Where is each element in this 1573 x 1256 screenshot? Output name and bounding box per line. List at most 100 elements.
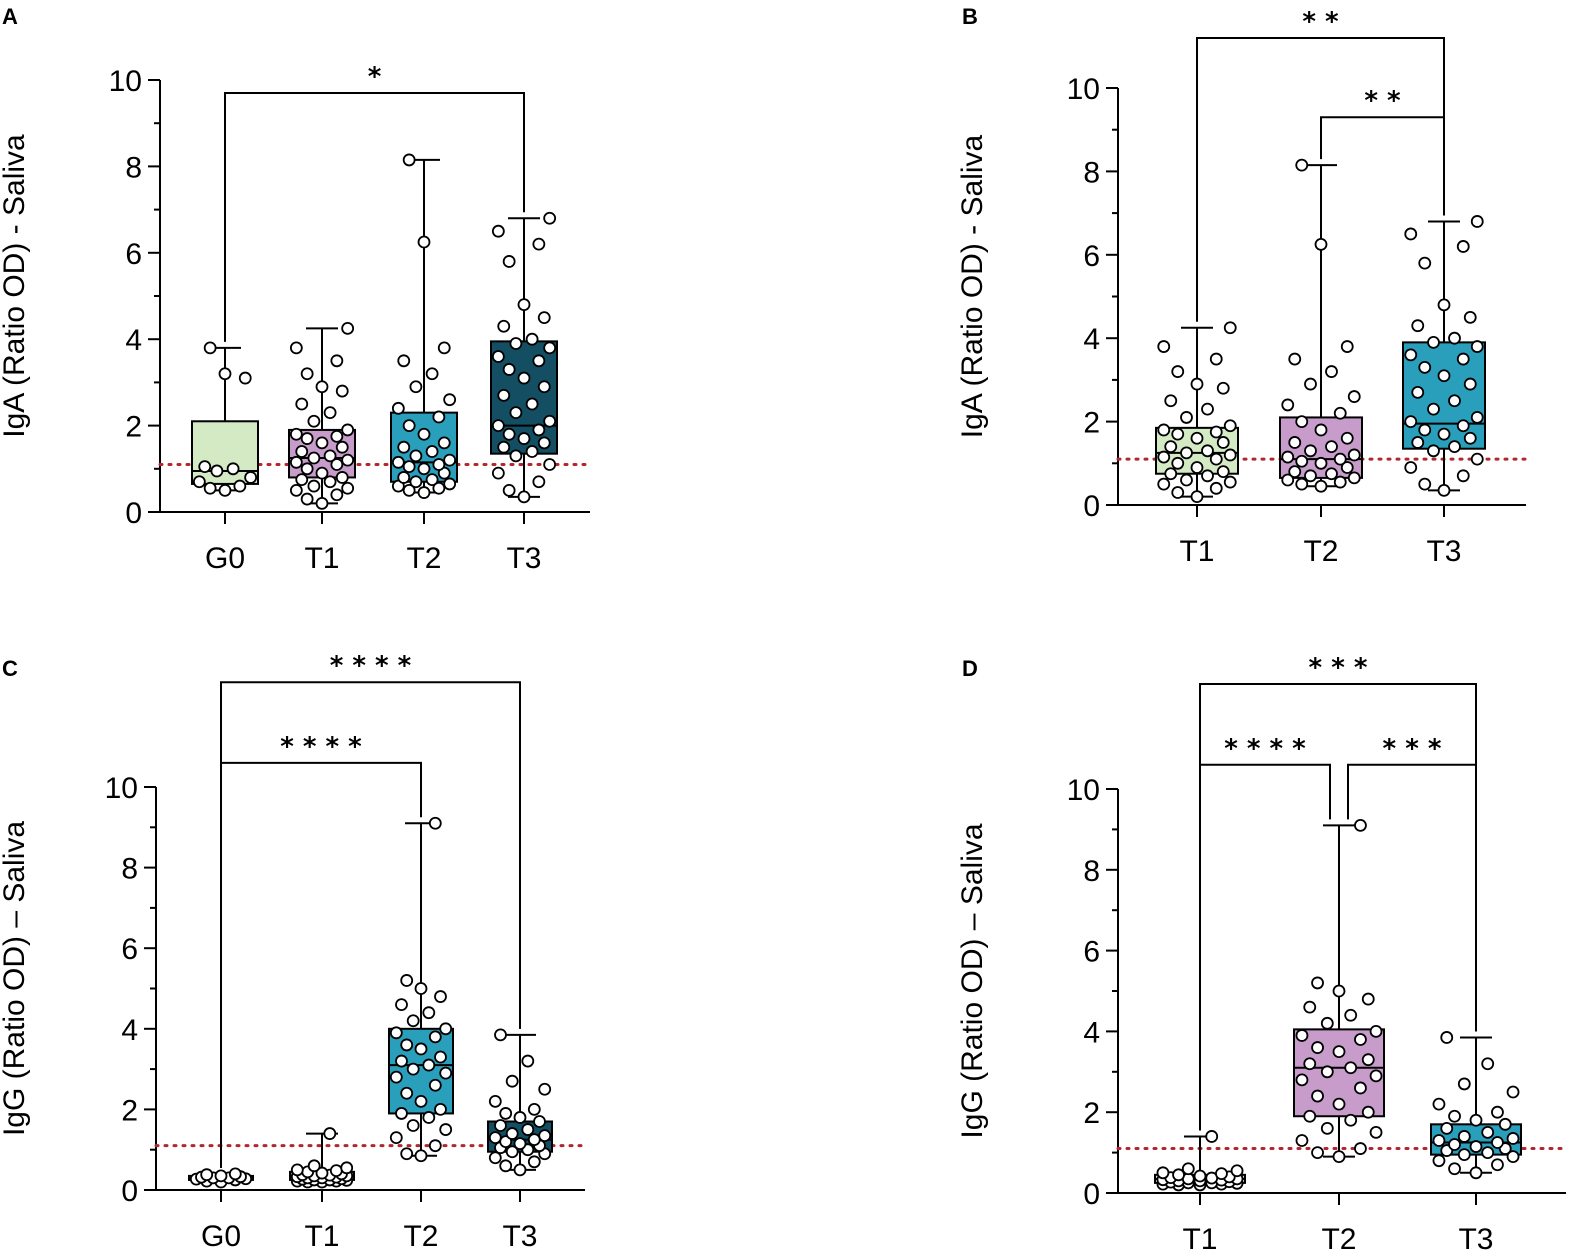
data-point	[307, 479, 321, 493]
data-point	[1180, 446, 1193, 460]
data-point	[1427, 335, 1440, 349]
data-point	[1456, 469, 1470, 483]
data-point	[406, 1119, 420, 1132]
data-point	[226, 462, 240, 476]
y-tick-label: 4	[125, 324, 142, 357]
data-point	[502, 255, 516, 268]
data-point	[1311, 1041, 1324, 1054]
data-point	[300, 367, 314, 381]
significance-bracket	[220, 761, 422, 1168]
significance-bracket	[224, 91, 525, 342]
data-point	[1295, 477, 1309, 491]
data-point	[218, 367, 232, 381]
data-point	[1491, 1105, 1504, 1119]
data-point	[1172, 1168, 1185, 1182]
panel-d: D IgG (Ratio OD) – Saliva 0 2 4 6 8 10 T1 T2 T3 * *…	[956, 653, 1568, 1256]
data-point	[428, 1030, 442, 1044]
data-point	[1314, 423, 1328, 437]
data-point	[491, 350, 505, 363]
data-point	[532, 354, 546, 368]
data-point	[1193, 1169, 1207, 1183]
data-point	[295, 473, 309, 487]
data-point	[488, 1094, 502, 1108]
data-point	[497, 319, 511, 333]
data-point	[1333, 406, 1347, 420]
data-point	[1304, 469, 1317, 483]
data-point	[1404, 461, 1418, 474]
data-point	[1432, 1154, 1446, 1168]
data-point	[1470, 340, 1484, 353]
data-point	[238, 371, 252, 385]
data-point	[315, 466, 329, 480]
data-point	[1456, 240, 1470, 253]
data-point	[1288, 352, 1302, 366]
y-tick-label: 2	[121, 1094, 138, 1127]
data-point	[437, 341, 451, 355]
significance-stars: * * * *	[280, 732, 362, 762]
data-point	[532, 475, 546, 489]
panel-letter: A	[2, 4, 18, 29]
y-tick-label: 0	[1083, 490, 1100, 523]
data-point	[499, 1107, 513, 1120]
data-point	[502, 483, 516, 497]
data-point	[1340, 431, 1354, 445]
data-point	[488, 1151, 502, 1165]
data-point	[517, 371, 531, 385]
data-point	[1440, 1031, 1454, 1044]
data-point	[340, 1161, 354, 1175]
data-point	[1223, 321, 1237, 335]
data-point	[1180, 411, 1193, 424]
data-point	[439, 1123, 453, 1136]
data-point	[1190, 377, 1204, 391]
data-point	[409, 449, 423, 463]
data-point	[521, 1054, 535, 1068]
data-point	[497, 440, 511, 454]
data-point	[1216, 465, 1230, 479]
data-point	[400, 1086, 414, 1100]
data-point	[1404, 348, 1418, 362]
data-point	[1340, 340, 1354, 353]
data-point	[1437, 427, 1451, 441]
data-point	[414, 1094, 428, 1108]
data-point	[402, 483, 416, 497]
data-point	[1506, 1085, 1520, 1099]
significance-stars: * * *	[1309, 653, 1368, 683]
data-point	[1418, 477, 1432, 491]
data-point	[210, 464, 224, 478]
data-point	[422, 1058, 436, 1072]
data-point	[1463, 377, 1477, 391]
data-point	[517, 298, 531, 312]
data-point	[1332, 1150, 1346, 1164]
data-point	[491, 466, 505, 480]
y-axis-label: IgG (Ratio OD) – Saliva	[0, 821, 31, 1136]
data-point	[1470, 411, 1484, 424]
data-point	[505, 1074, 519, 1088]
data-point	[505, 1145, 519, 1159]
data-point	[218, 483, 232, 497]
data-point	[1209, 452, 1223, 466]
data-point	[1491, 1136, 1504, 1149]
data-point	[1320, 1121, 1334, 1135]
data-point	[1469, 1113, 1483, 1127]
data-point	[335, 471, 349, 484]
data-point	[323, 449, 337, 463]
data-point	[228, 1167, 242, 1181]
data-point	[1354, 1081, 1367, 1095]
data-point	[428, 816, 442, 830]
data-point	[1171, 456, 1185, 470]
data-point	[414, 1149, 428, 1163]
data-point	[330, 488, 344, 502]
data-point	[494, 1119, 507, 1132]
data-point	[400, 1038, 414, 1052]
data-point	[1201, 402, 1214, 416]
data-point	[341, 481, 355, 495]
y-tick-label: 0	[125, 497, 142, 530]
data-point	[323, 475, 337, 489]
data-point	[1448, 1109, 1461, 1123]
data-point	[1303, 1000, 1317, 1014]
y-axis-label: IgG (Ratio OD) – Saliva	[956, 823, 989, 1138]
data-point	[538, 1082, 552, 1096]
data-point	[1164, 440, 1178, 454]
data-point	[192, 475, 206, 489]
data-point	[1304, 377, 1317, 391]
